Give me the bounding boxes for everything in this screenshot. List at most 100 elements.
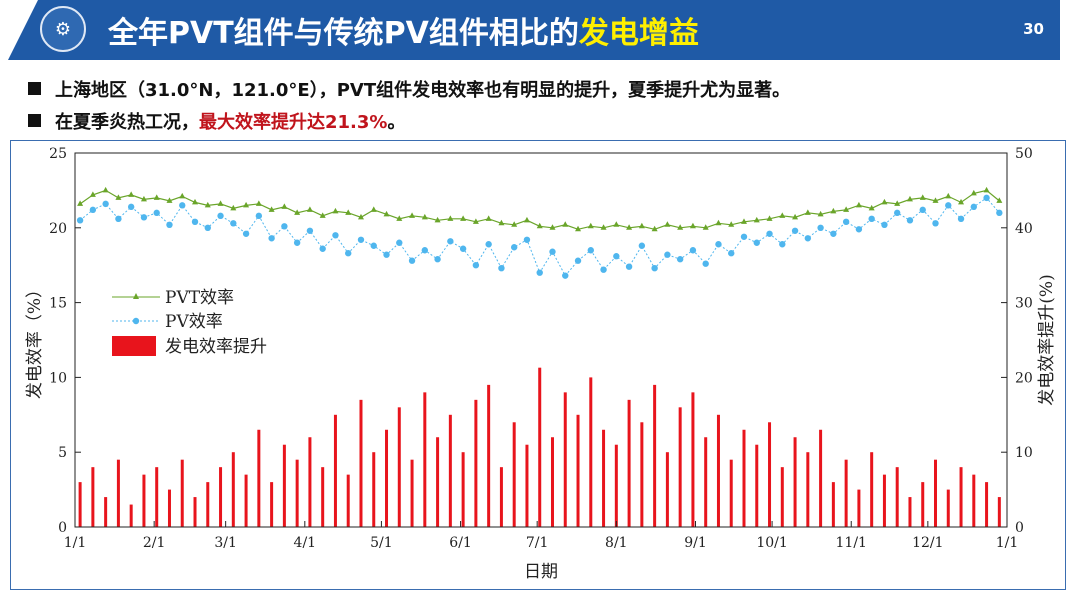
pvt-point [268, 206, 275, 212]
pvt-point [804, 209, 811, 215]
pvt-point [230, 204, 237, 211]
pvt-point [434, 216, 441, 223]
pv-point [306, 227, 314, 234]
pv-point [766, 230, 773, 237]
pvt-point [498, 219, 505, 226]
pv-point [625, 263, 633, 270]
pvt-point [753, 216, 760, 223]
gain-bar [142, 474, 146, 527]
pv-point [855, 226, 863, 233]
legend-gain-swatch [112, 336, 156, 356]
pvt-point [294, 209, 301, 215]
pvt-point [511, 221, 518, 227]
left-tick-label: 10 [49, 370, 67, 386]
pv-point [319, 245, 326, 252]
pv-point [370, 242, 377, 249]
pvt-point [843, 206, 850, 212]
gain-bar [972, 474, 976, 527]
pvt-point [868, 204, 875, 211]
gain-bar [295, 459, 299, 527]
pv-point [740, 233, 748, 240]
left-tick-label: 20 [49, 221, 67, 237]
pv-point [166, 221, 173, 229]
pvt-point [702, 224, 709, 230]
pv-point [945, 202, 952, 209]
gain-bar [819, 429, 823, 527]
pvt-point [996, 197, 1003, 203]
pv-point [804, 235, 812, 242]
pv-point [638, 242, 646, 249]
pv-point [89, 206, 97, 214]
pvt-point [281, 203, 288, 209]
left-tick-label: 5 [58, 445, 67, 461]
gain-bar [155, 467, 159, 527]
pv-point [919, 206, 926, 214]
pvt-point [958, 198, 965, 205]
pvt-point [536, 222, 543, 229]
pvt-point [562, 221, 569, 227]
gain-bar [282, 444, 286, 527]
pv-point [357, 236, 365, 243]
bullet-suffix: 。 [387, 112, 406, 133]
gain-bar [206, 482, 210, 527]
pv-point [715, 241, 722, 248]
gain-bar [780, 467, 784, 527]
gain-bar [691, 392, 695, 527]
pv-point [523, 236, 531, 243]
slide-title: 全年PVT组件与传统PV组件相比的发电增益 [108, 8, 699, 52]
pv-point [957, 215, 965, 223]
pvt-point [881, 198, 888, 205]
gain-bar [461, 452, 465, 527]
pvt-point [319, 212, 326, 218]
pvt-point [945, 192, 952, 199]
pv-point [332, 232, 339, 239]
pv-point [881, 221, 888, 229]
bullet-square-icon [28, 114, 41, 127]
pvt-point [792, 213, 799, 220]
pv-point [281, 223, 288, 230]
gain-bar [448, 414, 452, 527]
right-tick-label: 20 [1015, 370, 1033, 386]
gain-bar [180, 459, 184, 527]
pv-point [459, 245, 467, 252]
right-tick-label: 30 [1015, 296, 1033, 312]
right-tick-label: 50 [1015, 146, 1033, 162]
gain-bar [487, 384, 491, 527]
gain-bar [614, 444, 618, 527]
gain-bar [359, 399, 363, 527]
gain-bar [512, 422, 516, 527]
gain-bar [346, 474, 350, 527]
pvt-point [89, 191, 96, 197]
pvt-point [919, 194, 926, 200]
pv-point [728, 250, 735, 257]
x-tick-label: 8/1 [605, 535, 628, 551]
gain-bar [589, 377, 593, 527]
pv-point [613, 253, 620, 260]
left-tick-label: 15 [49, 296, 67, 312]
pv-point [536, 269, 543, 276]
gain-bar [436, 437, 440, 527]
title-text: 全年PVT组件与传统PV组件相比的 [108, 16, 579, 51]
pvt-point [817, 210, 824, 217]
bullet-text: 上海地区（31.0°N，121.0°E），PVT组件发电效率也有明显的提升，夏季… [55, 80, 791, 101]
gain-bar [844, 459, 848, 527]
gain-bar [219, 467, 223, 527]
gain-bar [321, 467, 325, 527]
pv-point [689, 247, 697, 254]
pv-point [996, 209, 1003, 217]
gain-bar [333, 414, 337, 527]
pvt-point [587, 222, 594, 229]
x-axis-title: 日期 [524, 562, 558, 582]
pv-point [179, 202, 186, 209]
pvt-point [932, 197, 939, 203]
pv-point [204, 224, 211, 231]
gain-bar [78, 482, 82, 527]
pv-point [830, 230, 837, 237]
pv-point [396, 239, 403, 246]
pv-point [868, 215, 875, 223]
pvt-point [523, 216, 530, 223]
gain-bar [704, 437, 708, 527]
bullet-2: 在夏季炎热工况，最大效率提升达21.3%。 [28, 108, 405, 134]
gain-bar [793, 437, 797, 527]
gain-bar [193, 497, 197, 527]
